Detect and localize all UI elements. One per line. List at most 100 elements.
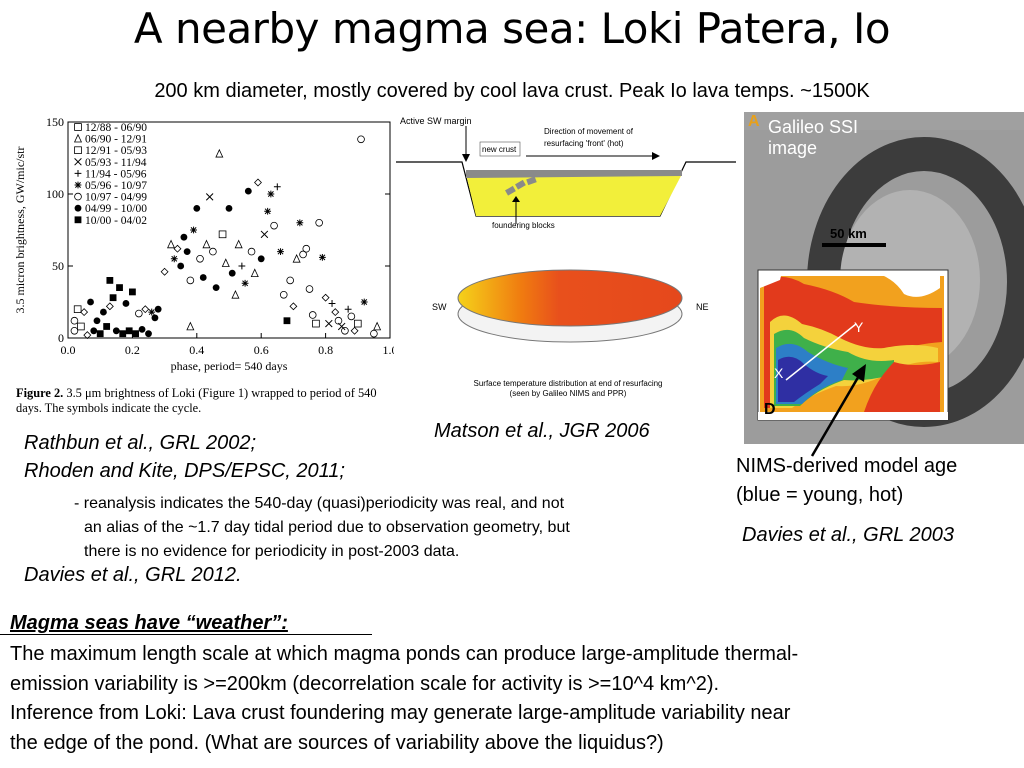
data-point [196, 255, 204, 263]
data-point [87, 298, 94, 306]
data-point [344, 305, 352, 313]
data-point [170, 255, 178, 263]
davies-2012-citation: Davies et al., GRL 2012. [24, 564, 242, 586]
data-point [116, 284, 123, 291]
scatter-ticks: 0 50 100 150 0.0 0.2 0.4 0.6 0.8 1.0 [46, 115, 394, 357]
data-point [244, 187, 252, 195]
data-point [215, 148, 224, 158]
data-point [96, 330, 104, 338]
data-point [231, 289, 240, 299]
legend-label: 06/90 - 12/91 [85, 134, 147, 146]
heading-rule [0, 634, 372, 635]
data-point [209, 247, 217, 256]
pond-magma [466, 174, 682, 216]
data-point [145, 330, 152, 338]
data-point [80, 308, 89, 317]
x-tick-label: 0.0 [61, 343, 76, 357]
data-point [135, 309, 143, 318]
rhoden-citation: Rhoden and Kite, DPS/EPSC, 2011; [24, 460, 345, 482]
scalebar [822, 243, 886, 247]
surface-temp-caption-2: (seen by Galileo NIMS and PPR) [510, 389, 627, 398]
page-title: A nearby magma sea: Loki Patera, Io [133, 4, 891, 53]
matson-citation: Matson et al., JGR 2006 [434, 420, 650, 442]
foundering-label: foundering blocks [492, 221, 555, 230]
legend-label: 05/96 - 10/97 [85, 180, 147, 192]
pond-crust [466, 170, 682, 178]
reanalysis-note: - reanalysis indicates the 540-day (quas… [74, 492, 714, 564]
data-point [334, 316, 343, 325]
page-subtitle: 200 km diameter, mostly covered by cool … [154, 80, 870, 102]
legend-label: 05/93 - 11/94 [85, 157, 147, 169]
data-point [328, 300, 336, 307]
legend-symbol [74, 204, 82, 212]
data-point [183, 248, 191, 256]
davies-2003-citation: Davies et al., GRL 2003 [742, 524, 954, 546]
data-point [122, 300, 130, 307]
data-point [119, 330, 127, 338]
panel-a-label: A [748, 113, 760, 130]
legend-label: 04/99 - 10/00 [85, 203, 147, 215]
data-point [250, 268, 259, 278]
data-point [264, 207, 272, 215]
data-point [180, 233, 188, 241]
data-point [225, 205, 233, 212]
data-point [103, 323, 111, 330]
data-point [318, 253, 326, 261]
legend-label: 11/94 - 05/96 [85, 168, 147, 180]
data-point [125, 327, 133, 335]
data-point [286, 276, 294, 285]
data-point [292, 253, 301, 263]
data-point [341, 327, 349, 335]
data-point [279, 291, 288, 299]
data-point [141, 305, 150, 314]
data-point [321, 293, 330, 302]
resurfacing-diagram: Active SW margin new crust Direction of … [396, 116, 736, 398]
data-point [241, 279, 249, 287]
data-point [289, 302, 298, 311]
x-tick-label: 0.2 [125, 343, 140, 357]
data-point [160, 267, 169, 276]
reanalysis-line-3: there is no evidence for periodicity in … [84, 543, 460, 560]
data-point [277, 248, 284, 255]
data-point [350, 326, 359, 335]
legend-symbol [74, 192, 82, 201]
data-point [331, 308, 340, 317]
data-point [370, 329, 378, 338]
data-point [105, 302, 114, 311]
data-point [186, 321, 195, 331]
weather-line-3: Inference from Loki: Lava crust founderi… [10, 702, 791, 724]
direction-label-2: resurfacing 'front' (hot) [544, 139, 624, 148]
data-point [77, 322, 85, 331]
nims-caption-line-2: (blue = young, hot) [736, 484, 904, 506]
data-point [106, 277, 114, 284]
legend-symbol [74, 170, 82, 177]
data-point [234, 239, 243, 249]
foundering-block [515, 179, 526, 190]
data-point [186, 276, 195, 285]
data-point [221, 258, 230, 267]
data-point [190, 226, 197, 234]
data-point [357, 135, 365, 144]
data-point [138, 325, 146, 333]
data-point [315, 219, 323, 227]
direction-arrowhead [652, 152, 660, 160]
data-point [83, 331, 92, 340]
scatter-axes [67, 121, 391, 339]
data-point [151, 314, 159, 322]
data-point [347, 312, 356, 321]
x-y-profile-line [785, 323, 857, 381]
y-tick-label: 0 [58, 331, 64, 345]
foundering-arrowhead [512, 196, 520, 202]
data-point [238, 262, 246, 270]
figure-2-text: 3.5 μm brightness of Loki (Figure 1) wra… [16, 386, 377, 415]
active-margin-label: Active SW margin [400, 116, 472, 126]
brightness-scatter-figure: 3.5 micron brightness, GW/mic/str phase,… [14, 115, 394, 373]
data-point [273, 183, 281, 191]
data-point [257, 255, 265, 263]
legend-label: 10/97 - 04/99 [85, 192, 147, 204]
foundering-block [505, 185, 516, 196]
data-point [373, 321, 382, 331]
data-point [90, 327, 98, 335]
active-margin-arrowhead [462, 154, 470, 162]
data-point [283, 317, 291, 325]
